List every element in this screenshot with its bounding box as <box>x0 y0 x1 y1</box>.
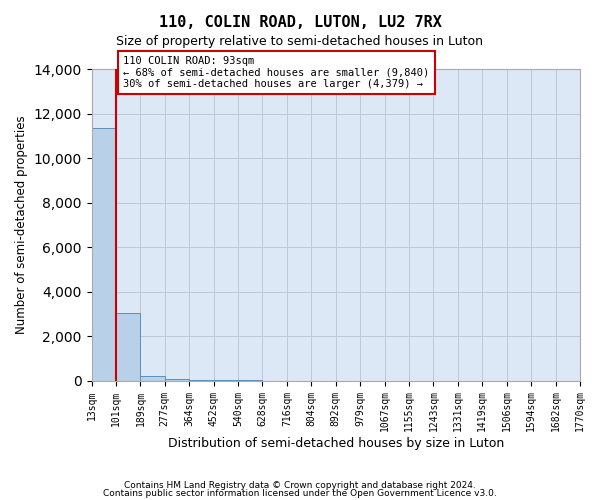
Text: Contains HM Land Registry data © Crown copyright and database right 2024.: Contains HM Land Registry data © Crown c… <box>124 481 476 490</box>
Text: 110, COLIN ROAD, LUTON, LU2 7RX: 110, COLIN ROAD, LUTON, LU2 7RX <box>158 15 442 30</box>
Bar <box>92 128 116 380</box>
Bar <box>140 376 165 380</box>
Text: Size of property relative to semi-detached houses in Luton: Size of property relative to semi-detach… <box>116 35 484 48</box>
Text: 110 COLIN ROAD: 93sqm
← 68% of semi-detached houses are smaller (9,840)
30% of s: 110 COLIN ROAD: 93sqm ← 68% of semi-deta… <box>123 56 430 89</box>
X-axis label: Distribution of semi-detached houses by size in Luton: Distribution of semi-detached houses by … <box>167 437 504 450</box>
Y-axis label: Number of semi-detached properties: Number of semi-detached properties <box>15 116 28 334</box>
Text: Contains public sector information licensed under the Open Government Licence v3: Contains public sector information licen… <box>103 488 497 498</box>
Bar <box>116 313 140 380</box>
